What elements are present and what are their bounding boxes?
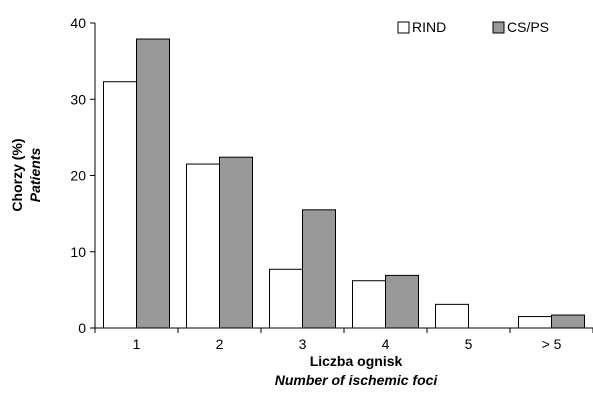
bar-cs-ps-2 — [219, 156, 253, 329]
legend-swatch-rind — [397, 21, 410, 34]
bar-cs-ps-1 — [136, 38, 170, 329]
bar-rind-6 — [518, 316, 552, 329]
legend-swatch-csps — [492, 21, 505, 34]
bar-rind-1 — [103, 81, 137, 329]
x-axis-ticks: 1 2 3 4 5 > 5 — [94, 328, 593, 352]
y-tick-label: 20 — [70, 168, 86, 184]
x-tick-label: 3 — [299, 336, 307, 352]
y-axis-ticks: 0 10 20 30 40 — [70, 15, 95, 336]
legend-label-rind: RIND — [412, 19, 446, 35]
y-tick-label: 0 — [78, 320, 86, 336]
y-axis-title-secondary: Patients — [27, 148, 43, 203]
bar-cs-ps-3 — [302, 209, 336, 329]
x-tick-label: > 5 — [542, 336, 562, 352]
bar-rind-4 — [352, 280, 386, 329]
bar-rind-5 — [435, 303, 469, 329]
x-axis-title: Liczba ognisk — [310, 353, 403, 369]
bar-rind-2 — [186, 163, 220, 329]
y-tick-label: 10 — [70, 244, 86, 260]
bar-rind-3 — [269, 268, 303, 329]
legend-label-csps: CS/PS — [507, 19, 549, 35]
y-tick-label: 40 — [70, 15, 86, 31]
y-tick-label: 30 — [70, 91, 86, 107]
x-axis-title-secondary: Number of ischemic foci — [275, 372, 439, 388]
y-axis-title: Chorzy (%) — [9, 138, 25, 211]
x-tick-label: 2 — [216, 336, 224, 352]
x-tick-label: 1 — [133, 336, 141, 352]
x-tick-label: 4 — [382, 336, 390, 352]
bar-cs-ps-4 — [385, 274, 419, 329]
x-tick-label: 5 — [465, 336, 473, 352]
bars — [103, 38, 585, 329]
bar-cs-ps-6 — [551, 314, 585, 329]
legend: RIND CS/PS — [397, 19, 549, 35]
